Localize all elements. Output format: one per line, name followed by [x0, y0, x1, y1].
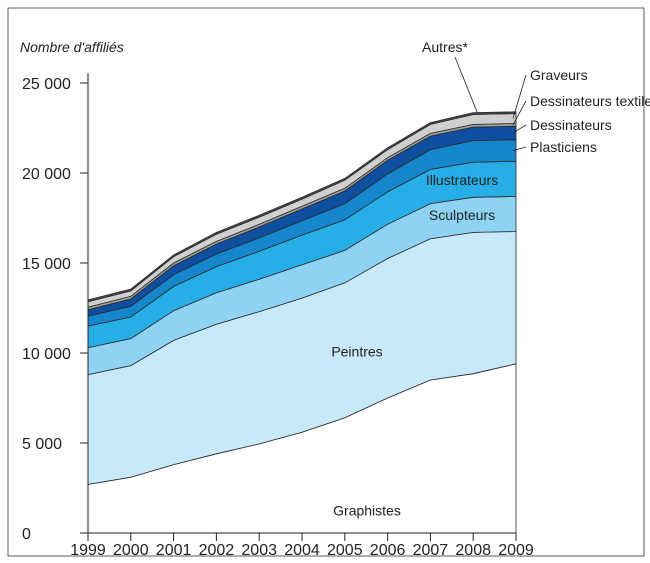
leader-line — [454, 56, 478, 112]
y-tick-label: 10 000 — [22, 346, 71, 363]
series-labels: Graphistes Peintres Sculpteurs Illustrateur… — [331, 39, 650, 518]
series-label: Dessinateurs textiles — [530, 93, 650, 109]
y-tick-label: 0 — [22, 526, 31, 543]
y-tick-label: 20 000 — [22, 166, 71, 183]
x-tick-label: 2003 — [241, 542, 277, 559]
chart-frame — [7, 7, 645, 557]
series-label: Peintres — [331, 343, 382, 359]
series-label: Graveurs — [530, 67, 588, 83]
leader-line — [512, 124, 527, 134]
x-tick-label: 2000 — [113, 542, 149, 559]
series-label: Illustrateurs — [426, 172, 498, 188]
series-label: Sculpteurs — [429, 207, 495, 223]
y-tick-label: 25 000 — [22, 76, 71, 93]
series-label: Plasticiens — [530, 139, 597, 155]
x-tick-label: 2002 — [199, 542, 235, 559]
series-label: Autres* — [422, 39, 468, 55]
x-tick-label: 2005 — [327, 542, 363, 559]
x-tick-label: 2004 — [284, 542, 320, 559]
leader-line — [512, 146, 527, 151]
series-label: Graphistes — [333, 502, 401, 518]
x-tick-label: 2006 — [370, 542, 406, 559]
series-label: Dessinateurs — [530, 117, 612, 133]
area-autres — [87, 111, 517, 303]
x-tick-label: 2009 — [498, 542, 534, 559]
x-tick-label: 2001 — [156, 542, 192, 559]
leader-line — [512, 100, 527, 126]
x-tick-label: 1999 — [70, 542, 106, 559]
x-tick-label: 2008 — [455, 542, 491, 559]
series-areas — [87, 111, 517, 534]
x-tick-label: 2007 — [413, 542, 449, 559]
y-axis-title: Nombre d'affiliés — [20, 39, 124, 55]
axes: 0 5 000 10 000 15 000 20 000 25 000 1999 2000 20… — [22, 73, 534, 559]
leader-line — [512, 74, 527, 119]
y-tick-label: 5 000 — [22, 436, 62, 453]
y-tick-label: 15 000 — [22, 256, 71, 273]
